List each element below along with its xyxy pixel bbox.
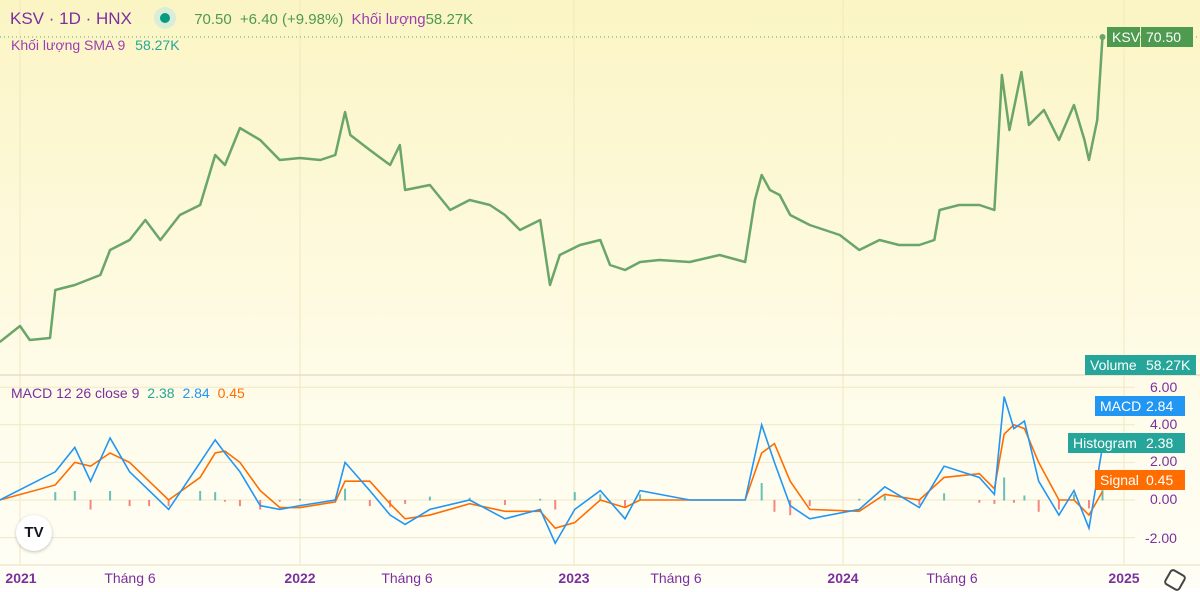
histogram-bar	[199, 490, 202, 501]
histogram-bar	[344, 488, 347, 501]
tradingview-logo[interactable]: TV	[16, 515, 52, 551]
histogram-bar	[883, 495, 886, 501]
histogram-bar	[639, 494, 642, 501]
histogram-bar	[943, 493, 946, 501]
time-axis-label: 2025	[1108, 570, 1140, 586]
histogram-bar	[54, 492, 57, 501]
histogram-bar	[1023, 495, 1026, 501]
volume-label: Khối lượng	[351, 11, 426, 28]
volume-value-tag: 58.27K	[1141, 355, 1196, 375]
macd-value: 2.84	[182, 385, 210, 401]
histogram-tag: Histogram	[1068, 433, 1141, 453]
macd-signal-value: 0.45	[217, 385, 245, 401]
price-value-tag: 70.50	[1141, 27, 1193, 47]
histogram-bar	[1057, 500, 1060, 510]
macd-axis-label: 2.00	[1150, 453, 1178, 469]
macd-tag: MACD	[1095, 396, 1141, 416]
time-axis-label: 2022	[284, 570, 316, 586]
histogram-bar	[993, 500, 996, 504]
histogram-bar	[573, 492, 576, 501]
histogram-bar	[368, 500, 371, 507]
macd-label: MACD 12 26 close 9	[11, 385, 140, 401]
last-price-dot	[1099, 34, 1106, 40]
histogram-bar	[109, 490, 112, 501]
histogram-bar	[1012, 500, 1015, 503]
symbol-title[interactable]: KSV · 1D · HNX	[10, 9, 132, 28]
histogram-bar	[773, 500, 776, 512]
volume-tag: Volume	[1085, 355, 1141, 375]
histogram-bar	[760, 483, 763, 501]
histogram-bar	[214, 492, 217, 501]
histogram-tag-value: 2.38	[1141, 433, 1185, 453]
histogram-bar	[858, 498, 861, 501]
macd-tag-value: 2.84	[1141, 396, 1185, 416]
time-axis-label: 2021	[5, 570, 37, 586]
histogram-bar	[128, 500, 131, 507]
time-axis-label: Tháng 6	[381, 570, 433, 586]
price-line	[0, 36, 1104, 343]
histogram-bar	[299, 498, 302, 501]
histogram-bar	[404, 500, 407, 504]
signal-tag: Signal	[1095, 470, 1141, 490]
histogram-bar	[148, 500, 151, 507]
histogram-bar	[278, 500, 281, 502]
price-change: +6.40 (+9.98%)	[239, 11, 344, 28]
histogram-bar	[1087, 500, 1090, 509]
histogram-bar	[238, 500, 241, 507]
time-axis-label: Tháng 6	[650, 570, 702, 586]
time-axis-label: Tháng 6	[926, 570, 978, 586]
time-axis-label: Tháng 6	[104, 570, 156, 586]
macd-line	[0, 396, 1104, 546]
time-axis-label: 2023	[558, 570, 590, 586]
macd-legend[interactable]: MACD 12 26 close 9 2.38 2.84 0.45	[11, 385, 245, 401]
macd-hist-value: 2.38	[147, 385, 175, 401]
histogram-bar	[428, 496, 431, 501]
sma-legend[interactable]: Khối lượng SMA 9 58.27K	[11, 37, 180, 53]
macd-axis-label: 4.00	[1150, 416, 1178, 432]
macd-axis-label: -2.00	[1145, 530, 1177, 546]
signal-tag-value: 0.45	[1141, 470, 1185, 490]
macd-axis-label: 6.00	[1150, 379, 1178, 395]
histogram-bar	[89, 500, 92, 510]
histogram-bar	[73, 490, 76, 501]
histogram-bar	[1003, 477, 1006, 501]
histogram-bar	[808, 500, 811, 507]
histogram-bar	[1037, 500, 1040, 512]
histogram-bar	[624, 500, 627, 508]
histogram-bar	[503, 500, 506, 506]
price-symbol-tag: KSV	[1107, 27, 1140, 47]
sma-label: Khối lượng SMA 9	[11, 37, 126, 53]
histogram-bar	[167, 500, 170, 507]
sma-value: 58.27K	[135, 37, 180, 53]
histogram-bar	[468, 497, 471, 501]
market-status-icon	[154, 7, 177, 29]
last-price: 70.50	[194, 11, 232, 28]
histogram-bar	[599, 494, 602, 501]
time-axis-label: 2024	[827, 570, 859, 586]
histogram-bar	[554, 500, 557, 510]
histogram-bar	[1072, 494, 1075, 501]
histogram-bar	[918, 500, 921, 506]
volume-value: 58.27K	[425, 11, 474, 28]
header-legend: KSV · 1D · HNX 70.50 +6.40 (+9.98%) Khối…	[10, 7, 473, 29]
histogram-bar	[539, 498, 542, 501]
histogram-bar	[978, 500, 981, 503]
histogram-bar	[223, 500, 226, 502]
histogram-bar	[789, 500, 792, 516]
macd-axis-label: 0.00	[1150, 491, 1178, 507]
